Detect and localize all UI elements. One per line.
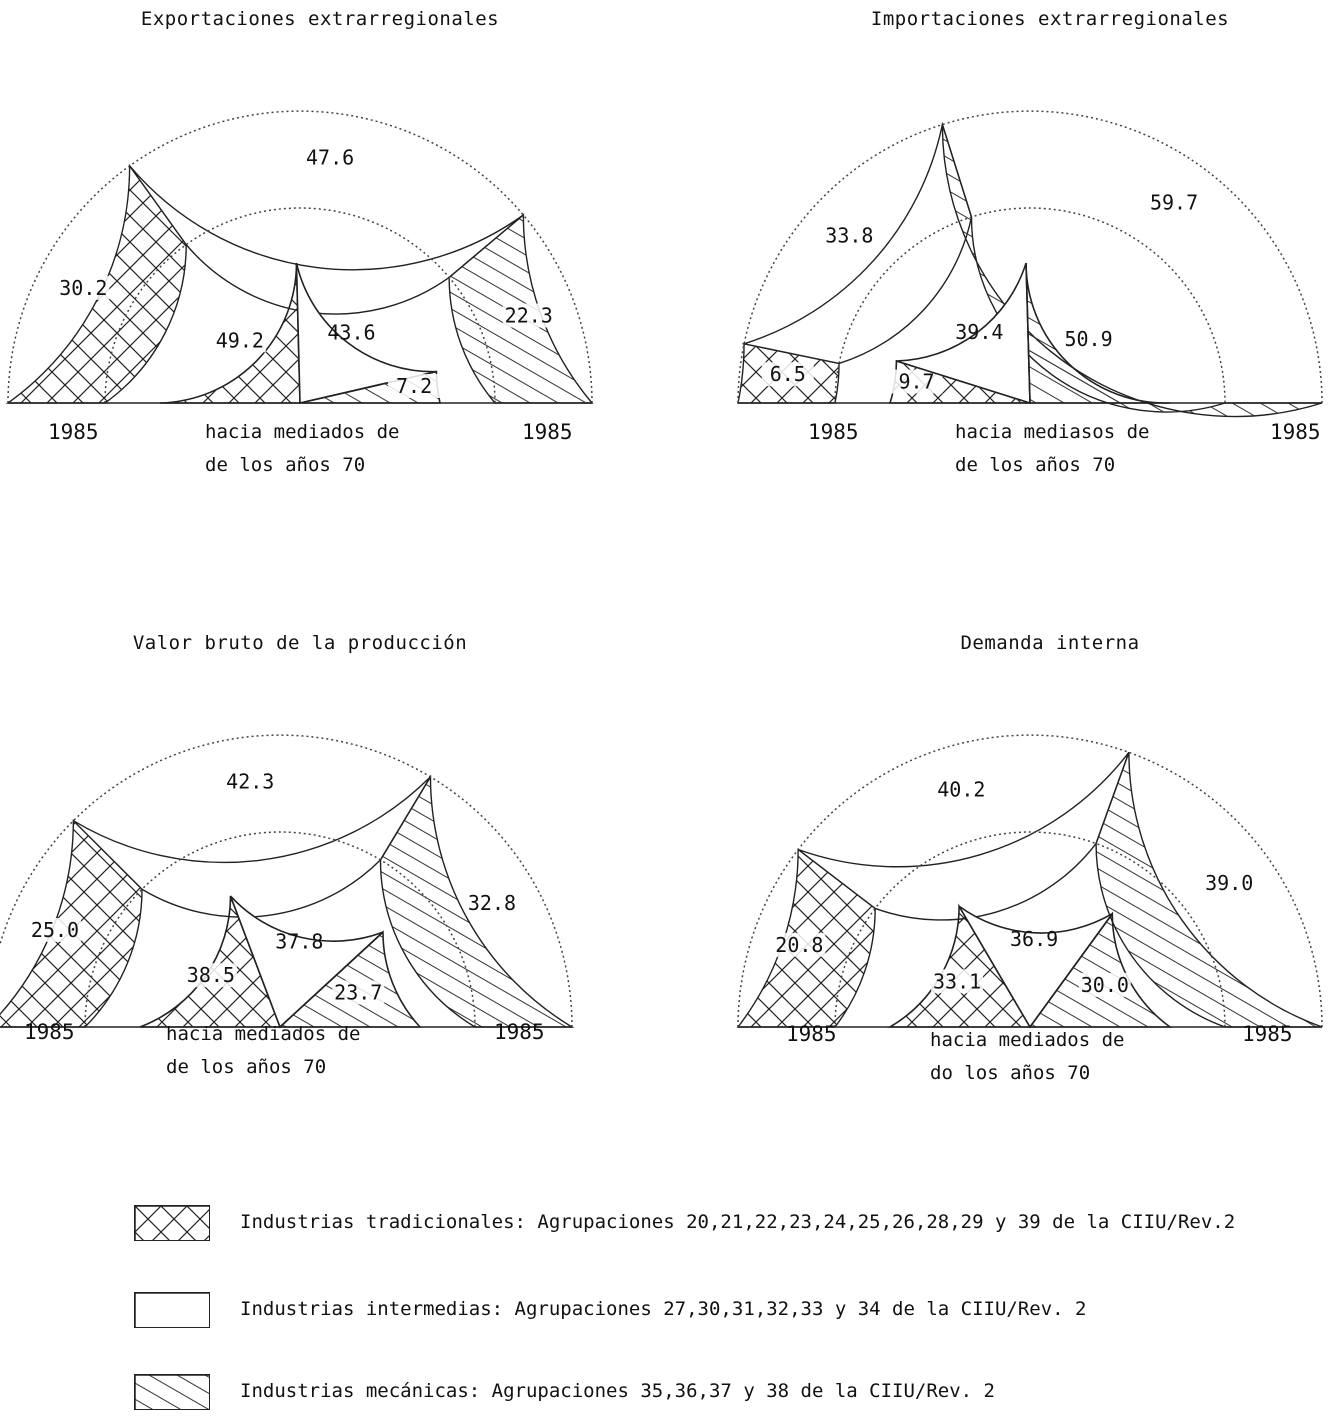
outer-value-label-bg: [57, 275, 110, 300]
inner-value-label: 30.0: [1081, 973, 1129, 997]
inner-caption-line-2: do los años 70: [930, 1062, 1091, 1084]
inner-caption: hacia mediasos de de los años 70: [955, 416, 1149, 482]
donut-chart: 25.0 42.3 32.8 38.5 37.8 23.7: [0, 734, 575, 1029]
inner-value-label-bg: [1078, 972, 1131, 997]
chart-exportaciones: Exportaciones extrarregionales 30.2 47.6 2…: [0, 8, 640, 528]
outer-value-label: 25.0: [31, 918, 79, 942]
inner-value-label: 9.7: [898, 370, 934, 394]
outer-value-label: 30.2: [59, 276, 107, 300]
outer-value-label: 40.2: [937, 777, 985, 801]
inner-caption-line-1: hacia mediados de: [166, 1023, 361, 1045]
middle-arc: [104, 207, 496, 404]
inner-value-label: 49.2: [216, 328, 264, 352]
year-label-right: 1985: [494, 1020, 545, 1044]
inner-segment-intermedias: [958, 905, 1113, 1029]
inner-value-label-bg: [1062, 326, 1115, 351]
outer-value-label: 47.6: [306, 145, 354, 169]
inner-value-label-bg: [184, 963, 237, 988]
outer-value-label-bg: [761, 362, 814, 387]
inner-caption: hacia mediados de de los años 70: [205, 416, 399, 482]
year-label-right: 1985: [522, 420, 573, 444]
chart-title: Demanda interna: [960, 632, 1140, 654]
year-label-left: 1985: [808, 420, 859, 444]
inner-value-label: 43.6: [327, 321, 375, 345]
year-label-left: 1985: [786, 1022, 837, 1046]
chart-valor-bruto: Valor bruto de la producción 25.0 42.3 32.…: [0, 632, 620, 1152]
outer-value-label-bg: [502, 303, 555, 328]
inner-caption-line-2: de los años 70: [205, 454, 366, 476]
inner-value-label: 23.7: [334, 980, 382, 1004]
outer-value-label: 32.8: [468, 891, 516, 915]
inner-segment-intermedias: [229, 895, 384, 1029]
chart-title: Exportaciones extrarregionales: [140, 8, 500, 30]
inner-caption-line-1: hacia mediados de: [205, 421, 400, 443]
inner-value-label: 33.1: [933, 969, 981, 993]
inner-value-label: 36.9: [1010, 927, 1058, 951]
chart-title: Importaciones extrarregionales: [870, 8, 1230, 30]
outer-value-label-bg: [1203, 870, 1256, 895]
outer-value-label-bg: [28, 917, 81, 942]
legend-label: Industrias tradicionales: Agrupaciones 2…: [240, 1211, 1236, 1233]
donut-chart: 6.5 33.8 59.7 9.7 39.4 50.9: [737, 110, 1323, 418]
crosshatch-swatch-icon: [134, 1205, 210, 1241]
outer-value-label: 20.8: [775, 933, 823, 957]
diagonal-swatch-icon: [134, 1374, 210, 1410]
legend-label: Industrias mecánicas: Agrupaciones 35,36…: [240, 1380, 995, 1402]
inner-caption: hacia mediados de do los años 70: [930, 1024, 1124, 1090]
middle-arc: [834, 831, 1226, 1028]
outer-segment-intermedias: [129, 165, 524, 315]
inner-value-label: 38.5: [187, 963, 235, 987]
inner-value-label-bg: [332, 980, 385, 1005]
inner-caption-line-1: hacia mediados de: [930, 1029, 1125, 1051]
donut-chart: 20.8 40.2 39.0 33.1 36.9 30.0: [736, 734, 1323, 1029]
outer-value-label: 39.0: [1205, 871, 1253, 895]
inner-segment-intermedias: [896, 262, 1031, 405]
year-label-right: 1985: [1242, 1022, 1293, 1046]
inner-value-label-bg: [388, 374, 441, 399]
middle-arc: [84, 831, 476, 1028]
year-label-right: 1985: [1270, 420, 1321, 444]
donut-chart: 30.2 47.6 22.3 49.2 43.6 7.2: [5, 110, 594, 404]
outer-value-label: 59.7: [1150, 191, 1198, 215]
chart-importaciones: Importaciones extrarregionales 6.5 33.8 59…: [730, 8, 1332, 528]
chart-demanda-interna: Demanda interna 20.8 40.2 39.0 33.1 36.9 30.0…: [730, 632, 1332, 1152]
outer-segment-intermedias: [72, 776, 432, 918]
outer-value-label: 22.3: [505, 304, 553, 328]
inner-value-label: 7.2: [396, 374, 432, 398]
blank-swatch-icon: [134, 1292, 210, 1328]
inner-value-label: 39.4: [955, 320, 1003, 344]
chart-title: Valor bruto de la producción: [132, 632, 468, 654]
inner-value-label: 50.9: [1064, 327, 1112, 351]
inner-value-label-bg: [213, 328, 266, 353]
inner-caption-line-2: de los años 70: [166, 1056, 327, 1078]
inner-caption: hacia mediados de de los años 70: [166, 1018, 360, 1084]
inner-segment-intermedias: [295, 262, 437, 404]
outer-value-label: 33.8: [825, 224, 873, 248]
inner-caption-line-1: hacia mediasos de: [955, 421, 1150, 443]
inner-value-label-bg: [931, 969, 984, 994]
inner-segment-tradicionales: [159, 263, 301, 404]
outer-value-label-bg: [465, 891, 518, 916]
year-label-left: 1985: [48, 420, 99, 444]
outer-value-label-bg: [1148, 190, 1201, 215]
inner-segment-mecanicas: [277, 930, 422, 1028]
middle-arc: [834, 207, 1226, 404]
legend-label: Industrias intermedias: Agrupaciones 27,…: [240, 1298, 1087, 1320]
outer-value-label: 6.5: [770, 362, 806, 386]
outer-value-label: 42.3: [226, 769, 274, 793]
year-label-left: 1985: [24, 1020, 75, 1044]
outer-value-label-bg: [773, 932, 826, 957]
inner-value-label: 37.8: [275, 929, 323, 953]
inner-caption-line-2: de los años 70: [955, 454, 1116, 476]
inner-segment-mecanicas: [1025, 263, 1171, 404]
